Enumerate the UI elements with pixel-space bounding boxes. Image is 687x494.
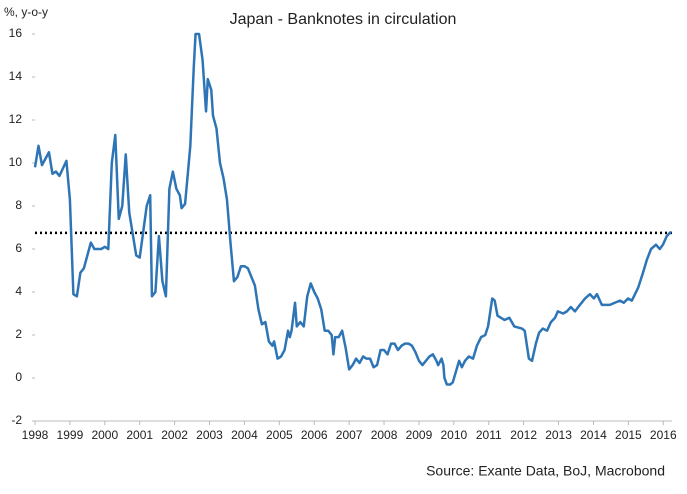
- y-axis-label: %, y-o-y: [4, 5, 48, 19]
- y-tick-label: 6: [15, 241, 22, 255]
- data-line: [33, 32, 672, 386]
- x-tick-label: 2014: [580, 428, 607, 442]
- y-tick-label: 4: [15, 284, 22, 298]
- x-tick-label: 2000: [91, 428, 118, 442]
- y-tick-label: 2: [15, 327, 22, 341]
- chart-title: Japan - Banknotes in circulation: [230, 11, 457, 28]
- x-tick-label: 2004: [231, 428, 258, 442]
- y-tick-label: 10: [9, 155, 23, 169]
- x-tick-label: 2015: [615, 428, 642, 442]
- x-tick-label: 2009: [406, 428, 433, 442]
- y-tick-label: 14: [9, 69, 23, 83]
- source-note: Source: Exante Data, BoJ, Macrobond: [426, 463, 665, 479]
- x-tick-label: 1998: [22, 428, 49, 442]
- y-tick-label: 16: [9, 26, 23, 40]
- x-tick-label: 2002: [161, 428, 188, 442]
- x-tick-label: 2003: [196, 428, 223, 442]
- x-tick-label: 2007: [336, 428, 363, 442]
- x-tick-label: 2005: [266, 428, 293, 442]
- x-tick-label: 2008: [371, 428, 398, 442]
- x-tick-label: 2011: [476, 428, 502, 442]
- y-tick-label: 12: [9, 112, 23, 126]
- x-tick-label: 2001: [126, 428, 153, 442]
- x-tick-label: 2006: [301, 428, 328, 442]
- y-tick-label: 8: [15, 198, 22, 212]
- x-tick-label: 2013: [545, 428, 572, 442]
- y-tick-label: -2: [11, 413, 22, 427]
- x-tick-label: 2016: [650, 428, 677, 442]
- x-tick-label: 2012: [510, 428, 537, 442]
- x-tick-label: 1999: [57, 428, 84, 442]
- y-tick-label: 0: [15, 370, 22, 384]
- x-tick-label: 2010: [440, 428, 467, 442]
